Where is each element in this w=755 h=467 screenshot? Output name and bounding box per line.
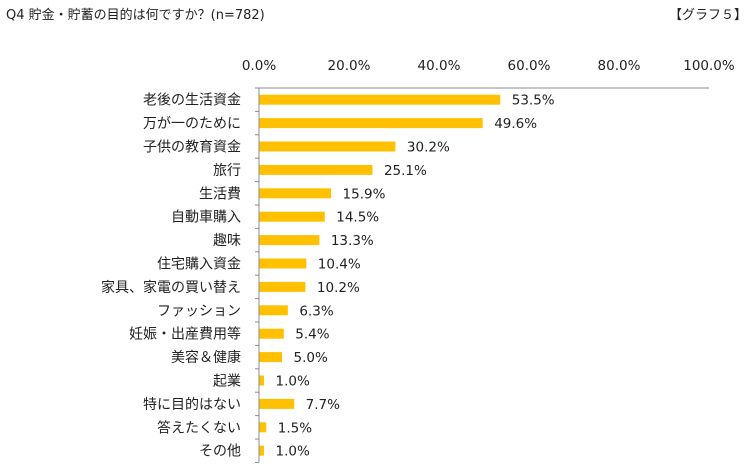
bar (259, 398, 295, 409)
category-label: 子供の教育資金 (143, 140, 241, 156)
data-label: 5.0% (294, 350, 328, 366)
x-tick-label: 60.0% (508, 58, 551, 74)
bar (259, 164, 373, 175)
data-label: 14.5% (336, 210, 379, 226)
figure-tag: 【グラフ５】 (668, 8, 747, 23)
chart-title: Q4 貯金・貯蓄の目的は何ですか？(n=782) (6, 8, 265, 23)
category-label: 妊娠・出産費用等 (129, 326, 241, 343)
data-label: 10.4% (318, 257, 361, 273)
data-label: 7.7% (306, 397, 340, 413)
data-label: 6.3% (299, 303, 333, 319)
category-label: 住宅購入資金 (157, 257, 241, 273)
category-label: その他 (199, 444, 241, 460)
data-label: 13.3% (331, 233, 374, 249)
x-tick-label: 100.0% (683, 58, 735, 74)
category-label: 起業 (213, 374, 241, 390)
category-label: ファッション (157, 303, 241, 319)
bar (259, 188, 332, 199)
data-label: 25.1% (384, 163, 427, 179)
data-label: 49.6% (494, 116, 537, 132)
data-label: 10.2% (317, 280, 360, 296)
data-label: 1.5% (278, 420, 312, 436)
category-label: 答えたくない (157, 419, 241, 436)
category-label: 生活費 (199, 186, 241, 202)
bar (259, 352, 282, 363)
category-label: 特に目的はない (143, 397, 241, 413)
data-label: 53.5% (512, 93, 555, 109)
x-tick-label: 20.0% (328, 58, 371, 74)
data-label: 5.4% (295, 327, 329, 343)
data-label: 15.9% (343, 186, 386, 202)
bar (259, 118, 483, 129)
bar (259, 305, 288, 316)
data-label: 1.0% (276, 444, 310, 460)
data-label: 30.2% (407, 140, 450, 156)
x-tick-label: 0.0% (242, 58, 276, 74)
bar (259, 141, 396, 152)
category-label: 老後の生活資金 (143, 93, 241, 109)
bar (259, 422, 267, 433)
x-tick-label: 40.0% (418, 58, 461, 74)
category-label: 自動車購入 (171, 209, 241, 226)
data-label: 1.0% (276, 374, 310, 390)
category-label: 万が一のために (143, 116, 241, 132)
bar (259, 281, 306, 292)
bar (259, 445, 264, 456)
category-label: 美容＆健康 (171, 349, 241, 366)
bar (259, 211, 325, 222)
x-tick-label: 80.0% (598, 58, 641, 74)
bar (259, 375, 264, 386)
category-label: 趣味 (213, 233, 241, 249)
category-label: 家具、家電の買い替え (101, 279, 241, 296)
bar (259, 328, 284, 339)
bar (259, 94, 501, 105)
bar (259, 235, 320, 246)
category-label: 旅行 (213, 163, 241, 179)
bar (259, 258, 307, 269)
